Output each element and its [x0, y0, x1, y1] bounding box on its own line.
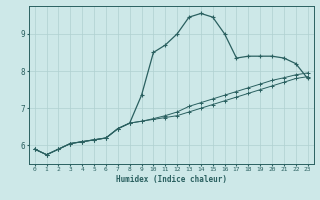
- X-axis label: Humidex (Indice chaleur): Humidex (Indice chaleur): [116, 175, 227, 184]
